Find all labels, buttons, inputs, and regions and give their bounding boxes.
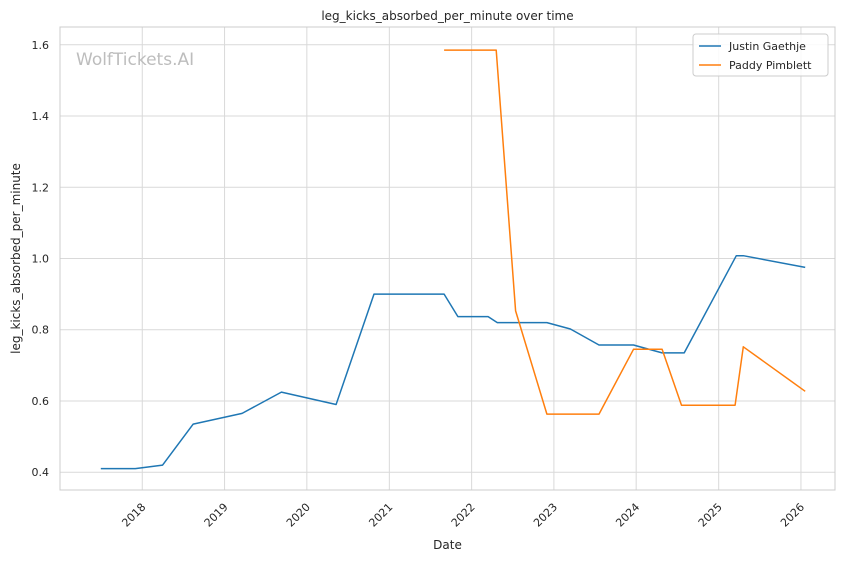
y-tick-label: 0.8 xyxy=(32,324,50,337)
legend: Justin Gaethje Paddy Pimblett xyxy=(692,33,829,77)
legend-label: Justin Gaethje xyxy=(728,40,806,53)
plot-frame xyxy=(59,26,836,491)
x-axis-label: Date xyxy=(433,538,462,552)
y-tick-label: 1.2 xyxy=(32,181,50,194)
legend-label: Paddy Pimblett xyxy=(729,59,812,72)
legend-box xyxy=(692,33,829,77)
grid xyxy=(60,27,835,490)
series-layer xyxy=(100,49,806,470)
series-line-paddy-pimblett xyxy=(444,49,806,415)
y-tick-label: 0.4 xyxy=(32,466,50,479)
y-tick-label: 1.6 xyxy=(32,39,50,52)
y-tick-label: 1.0 xyxy=(32,253,50,266)
watermark-text: WolfTickets.AI xyxy=(76,50,194,70)
chart-title: leg_kicks_absorbed_per_minute over time xyxy=(321,9,573,23)
y-tick-label: 1.4 xyxy=(32,110,50,123)
y-tick-label: 0.6 xyxy=(32,395,50,408)
y-axis-label: leg_kicks_absorbed_per_minute xyxy=(9,163,23,354)
series-line-justin-gaethje xyxy=(100,254,806,470)
y-axis-ticks: 0.4 0.6 0.8 1.0 1.2 1.4 1.6 xyxy=(32,39,50,479)
